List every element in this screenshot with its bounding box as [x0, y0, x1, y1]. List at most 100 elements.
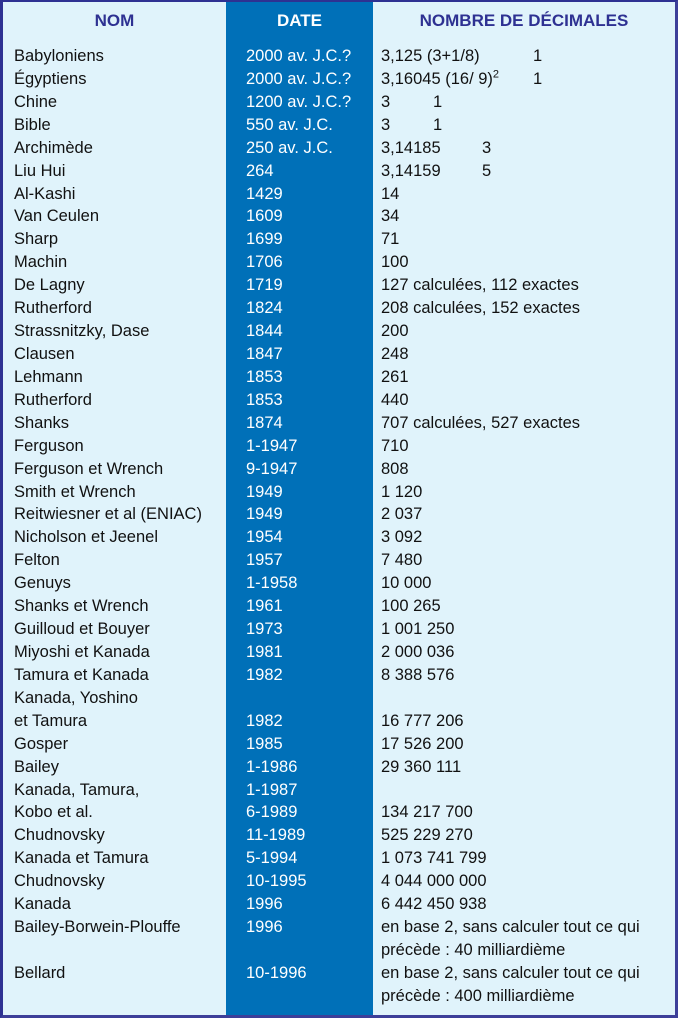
cell-date: 1996: [246, 918, 283, 937]
cell-nom: De Lagny: [14, 276, 85, 295]
table-row: Ferguson et Wrench 9-1947 808: [3, 458, 675, 481]
table-row: Van Ceulen 1609 34: [3, 205, 675, 228]
cell-nom: Al-Kashi: [14, 184, 76, 203]
cell-nom: Miyoshi et Kanada: [14, 642, 150, 661]
date-column-band: [226, 2, 373, 1015]
cell-date: 1-1987: [246, 780, 298, 799]
cell-decimales: 127 calculées, 112 exactes: [381, 274, 579, 297]
cell-date: 1961: [246, 597, 283, 616]
table-row: Kanada 1996 6 442 450 938: [3, 893, 675, 916]
cell-date: 1-1947: [246, 436, 298, 455]
cell-decimales: précède : 400 milliardième: [381, 985, 575, 1008]
cell-nom: Kanada et Tamura: [14, 849, 149, 868]
cell-date: 11-1989: [246, 826, 306, 845]
table-row: Ferguson 1-1947 710: [3, 435, 675, 458]
table-row: Bellard 10-1996 en base 2, sans calculer t…: [3, 962, 675, 985]
cell-decimales-text: 3,125 (3+1/8): [381, 47, 480, 65]
cell-nom: Chudnovsky: [14, 872, 105, 891]
table-row: Chudnovsky 11-1989 525 229 270: [3, 824, 675, 847]
table-row: Rutherford 1824 208 calculées, 152 exactes: [3, 297, 675, 320]
table-row: Kanada et Tamura 5-1994 1 073 741 799: [3, 847, 675, 870]
cell-decimales: 16 777 206: [381, 710, 464, 733]
table-row: Clausen 1847 248: [3, 343, 675, 366]
exponent: 2: [492, 68, 500, 81]
table-row: Machin 1706 100: [3, 251, 675, 274]
cell-nom: Lehmann: [14, 367, 83, 386]
cell-decimales-text: 3 092: [381, 528, 423, 547]
cell-decimales-text: 200: [381, 322, 409, 341]
header-date: DATE: [276, 11, 322, 30]
table-row: Chine 1200 av. J.C.? 3 1: [3, 91, 675, 114]
cell-nom: Ferguson: [14, 436, 84, 455]
cell-nom: Chudnovsky: [14, 826, 105, 845]
cell-decimales-text: 525 229 270: [381, 826, 473, 845]
cell-decimales: 2 037: [381, 503, 422, 526]
cell-nom: Clausen: [14, 344, 75, 363]
cell-date: 1429: [246, 184, 283, 203]
table-row: Al-Kashi 1429 14: [3, 183, 675, 206]
cell-date: 1981: [246, 642, 283, 661]
cell-nom: Ferguson et Wrench: [14, 459, 164, 478]
cell-decimales-text: 3,16045 (16/ 9): [381, 69, 493, 88]
cell-nom: Smith et Wrench: [14, 482, 136, 501]
table-row: Shanks et Wrench 1961 100 265: [3, 595, 675, 618]
table-row: Tamura et Kanada 1982 8 388 576: [3, 664, 675, 687]
cell-decimales-text: 71: [381, 230, 400, 249]
cell-decimales: 200: [381, 320, 409, 343]
cell-decimales: 3: [381, 91, 390, 114]
cell-decimales: 134 217 700: [381, 801, 473, 824]
cell-decimales: 525 229 270: [381, 824, 473, 847]
cell-nom: Genuys: [14, 574, 71, 593]
cell-date: 1824: [246, 299, 283, 318]
cell-decimales-text: 127 calculées, 112 exactes: [381, 276, 579, 295]
table-row: De Lagny 1719 127 calculées, 112 exactes: [3, 274, 675, 297]
cell-decimales: 2 000 036: [381, 641, 454, 664]
cell-decimales-text: précède : 400 milliardième: [381, 986, 575, 1005]
cell-decimales-text: 707 calculées, 527 exactes: [381, 413, 581, 432]
cell-decimales-text: 710: [381, 436, 409, 455]
cell-decimales: 6 442 450 938: [381, 893, 487, 916]
cell-date: 550 av. J.C.: [246, 115, 333, 134]
cell-nom: Égyptiens: [14, 69, 87, 88]
table-row: Chudnovsky 10-1995 4 044 000 000: [3, 870, 675, 893]
cell-nom: Babyloniens: [14, 47, 104, 65]
table-row: Liu Hui 264 3,14159 5: [3, 160, 675, 183]
cell-decimales: 8 388 576: [381, 664, 454, 687]
cell-nom: Guilloud et Bouyer: [14, 620, 150, 639]
table-row: Sharp 1699 71: [3, 228, 675, 251]
cell-decimales-text: 6 442 450 938: [381, 895, 487, 914]
cell-decimales-text: 10 000: [381, 574, 432, 593]
cell-nom: Kanada: [14, 895, 71, 914]
cell-date: 1949: [246, 482, 283, 501]
cell-decimales-count: 1: [533, 69, 543, 88]
cell-date: 6-1989: [246, 803, 298, 822]
table-row: Reitwiesner et al (ENIAC) 1949 2 037: [3, 503, 675, 526]
cell-decimales-text: 3,14185: [381, 138, 441, 157]
table-row: Babyloniens 2000 av. J.C.? 3,125 (3+1/8) 1: [3, 45, 675, 68]
cell-nom: Shanks et Wrench: [14, 597, 149, 616]
cell-date: 1957: [246, 551, 283, 570]
cell-nom: Gosper: [14, 734, 69, 753]
cell-nom: Rutherford: [14, 299, 92, 318]
cell-decimales-count: 1: [533, 47, 543, 65]
cell-decimales-count: 3: [482, 138, 492, 157]
table-row: précède : 400 milliardième: [3, 985, 675, 1008]
cell-decimales: 440: [381, 389, 409, 412]
cell-date: 264: [246, 161, 274, 180]
cell-decimales: 34: [381, 205, 399, 228]
cell-decimales-count: 1: [433, 92, 443, 111]
cell-date: 1609: [246, 207, 283, 226]
cell-date: 2000 av. J.C.?: [246, 69, 352, 88]
cell-decimales-count: 5: [482, 161, 492, 180]
cell-decimales: 29 360 111: [381, 756, 461, 779]
table-row: et Tamura 1982 16 777 206: [3, 710, 675, 733]
table-row: Strassnitzky, Dase 1844 200: [3, 320, 675, 343]
cell-decimales: précède : 40 milliardième: [381, 939, 565, 962]
cell-nom: Bailey-Borwein-Plouffe: [14, 918, 181, 937]
cell-date: 1973: [246, 620, 283, 639]
cell-nom: Kanada, Tamura,: [14, 780, 140, 799]
cell-decimales: 71: [381, 228, 399, 251]
cell-nom: Machin: [14, 253, 68, 272]
cell-decimales-text: 134 217 700: [381, 803, 473, 822]
